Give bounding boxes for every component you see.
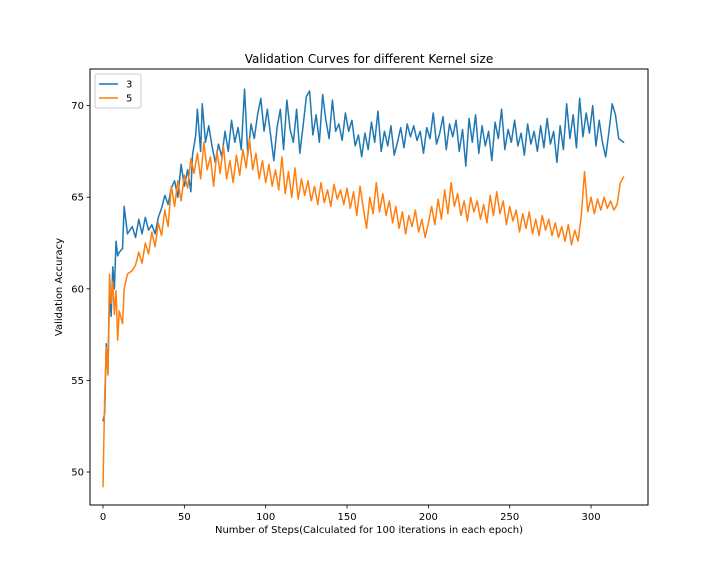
y-tick-label: 70: [71, 101, 84, 112]
series-line-5: [102, 137, 625, 488]
legend-label-3: 3: [126, 80, 132, 91]
legend-label-5: 5: [126, 94, 132, 105]
plot-frame: [89, 68, 649, 506]
y-axis-ticks: 50 55 60 65 70: [71, 101, 90, 479]
legend-box: [94, 73, 142, 109]
legend: 35: [94, 73, 142, 109]
y-tick-label: 55: [71, 376, 84, 387]
x-tick-label: 150: [337, 512, 356, 523]
x-tick-label: 0: [100, 512, 106, 523]
x-axis-label: Number of Steps(Calculated for 100 itera…: [215, 525, 523, 536]
y-tick-label: 65: [71, 193, 84, 204]
plot-series: [102, 88, 625, 488]
x-tick-label: 300: [582, 512, 601, 523]
x-tick-label: 250: [500, 512, 519, 523]
x-tick-label: 50: [178, 512, 191, 523]
chart-title: Validation Curves for different Kernel s…: [245, 52, 493, 66]
y-tick-label: 50: [71, 468, 84, 479]
x-tick-label: 100: [256, 512, 275, 523]
x-axis-ticks: 0 50 100 150 200 250 300: [100, 505, 601, 523]
x-tick-label: 200: [419, 512, 438, 523]
y-tick-label: 60: [71, 284, 84, 295]
y-axis-label: Validation Accuracy: [54, 238, 65, 336]
